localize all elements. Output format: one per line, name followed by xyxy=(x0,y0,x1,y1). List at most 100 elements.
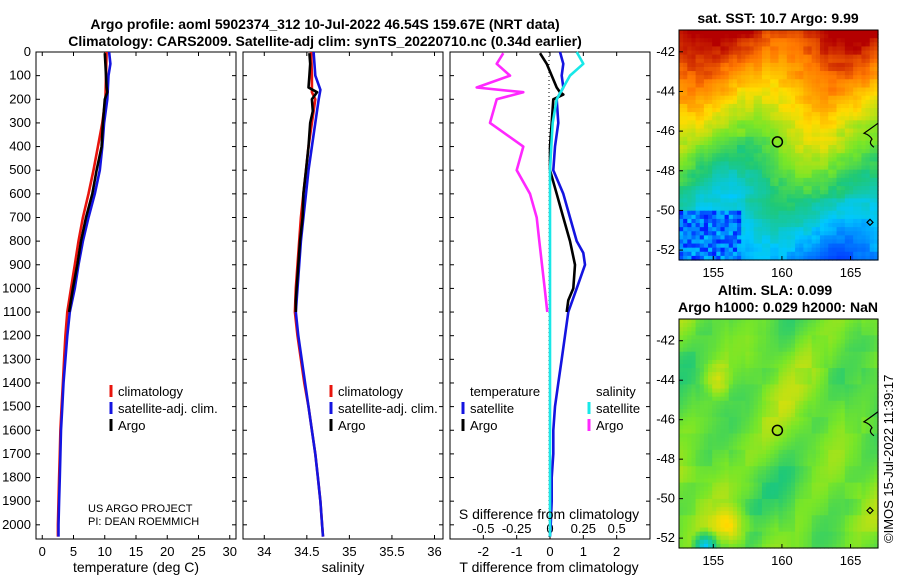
map-cell xyxy=(687,327,693,332)
map-cell xyxy=(687,339,693,345)
map-cell xyxy=(720,384,726,390)
map-cell xyxy=(848,474,854,480)
map-cell xyxy=(774,368,780,373)
map-cell xyxy=(699,34,705,39)
map-cell xyxy=(848,157,854,163)
map-cell xyxy=(703,62,709,68)
map-cell xyxy=(766,227,771,232)
map-cell xyxy=(853,437,858,443)
map-cell xyxy=(716,87,722,93)
map-cell xyxy=(683,351,688,357)
map-cell xyxy=(848,87,854,93)
map-cell xyxy=(737,458,742,463)
map-cell xyxy=(724,181,730,187)
map-cell xyxy=(811,66,817,72)
map-cell xyxy=(799,351,804,357)
map-cell xyxy=(807,38,813,43)
map-cell xyxy=(778,453,784,459)
map-cell xyxy=(766,112,771,117)
map-cell xyxy=(844,425,850,431)
map-cell xyxy=(753,335,759,341)
map-cell xyxy=(844,71,850,76)
map-cell xyxy=(753,120,759,126)
map-cell xyxy=(840,75,846,80)
map-cell xyxy=(799,474,804,480)
map-cell xyxy=(732,71,738,76)
map-cell xyxy=(687,376,693,381)
map-cell xyxy=(683,145,688,150)
map-cell xyxy=(724,380,730,386)
map-cell xyxy=(861,223,867,228)
map-cell xyxy=(728,437,734,443)
map-cell xyxy=(712,380,717,386)
map-cell xyxy=(865,223,871,228)
map-cell xyxy=(828,368,833,373)
map-cell xyxy=(790,157,796,163)
map-cell xyxy=(807,87,813,93)
map-cell xyxy=(782,223,788,228)
map-cell xyxy=(840,227,846,232)
map-cell xyxy=(732,474,738,480)
map-cell xyxy=(865,404,871,410)
map-cell xyxy=(782,140,788,146)
map-cell xyxy=(761,343,767,349)
map-cell xyxy=(720,462,726,467)
series-line-salinity-satellite xyxy=(548,51,585,537)
map-cell xyxy=(811,247,817,253)
map-cell xyxy=(712,149,717,154)
map-cell xyxy=(811,181,817,187)
map-cell xyxy=(807,218,813,224)
map-cell xyxy=(869,319,875,324)
map-cell xyxy=(778,38,784,43)
map-cell xyxy=(699,66,705,72)
map-cell xyxy=(724,351,730,357)
map-cell xyxy=(824,359,829,365)
map-cell xyxy=(737,392,742,398)
map-cell xyxy=(819,87,825,93)
map-cell xyxy=(745,372,751,377)
map-cell xyxy=(844,368,850,373)
map-cell xyxy=(803,99,809,105)
map-cell xyxy=(853,408,858,414)
map-cell xyxy=(741,400,746,406)
map-cell xyxy=(840,190,846,195)
map-cell xyxy=(857,116,863,121)
figure-title-line2: Climatology: CARS2009. Satellite-adj cli… xyxy=(68,33,582,49)
map-cell xyxy=(745,79,751,84)
map-cell xyxy=(716,177,722,183)
map-cell xyxy=(824,161,829,167)
map-cell xyxy=(708,71,713,76)
map-cell xyxy=(749,157,755,163)
map-cell xyxy=(749,206,755,212)
map-cell xyxy=(732,351,738,357)
map-cell xyxy=(786,421,792,426)
map-cell xyxy=(708,380,713,386)
map-cell xyxy=(753,441,759,447)
map-cell xyxy=(807,376,813,381)
map-cell xyxy=(724,38,730,43)
map-cell xyxy=(790,210,796,216)
map-cell xyxy=(691,327,697,332)
map-cell xyxy=(828,404,833,410)
map-cell xyxy=(819,153,825,158)
map-cell xyxy=(790,437,796,443)
map-cell xyxy=(778,441,784,447)
map-cell xyxy=(683,149,688,154)
map-cell xyxy=(836,429,842,435)
map-cell xyxy=(679,91,684,97)
map-cell xyxy=(840,449,846,455)
map-cell xyxy=(815,83,821,89)
map-cell xyxy=(844,75,850,80)
map-cell xyxy=(799,247,804,253)
map-cell xyxy=(683,429,688,435)
map-cell xyxy=(753,482,759,488)
map-cell xyxy=(695,449,701,455)
map-cell xyxy=(782,218,788,224)
map-cell xyxy=(703,169,709,175)
map-cell xyxy=(836,380,842,386)
map-cell xyxy=(840,54,846,60)
map-cell xyxy=(741,198,746,204)
map-cell xyxy=(770,214,775,220)
map-cell xyxy=(869,198,875,204)
map-cell xyxy=(782,186,788,191)
